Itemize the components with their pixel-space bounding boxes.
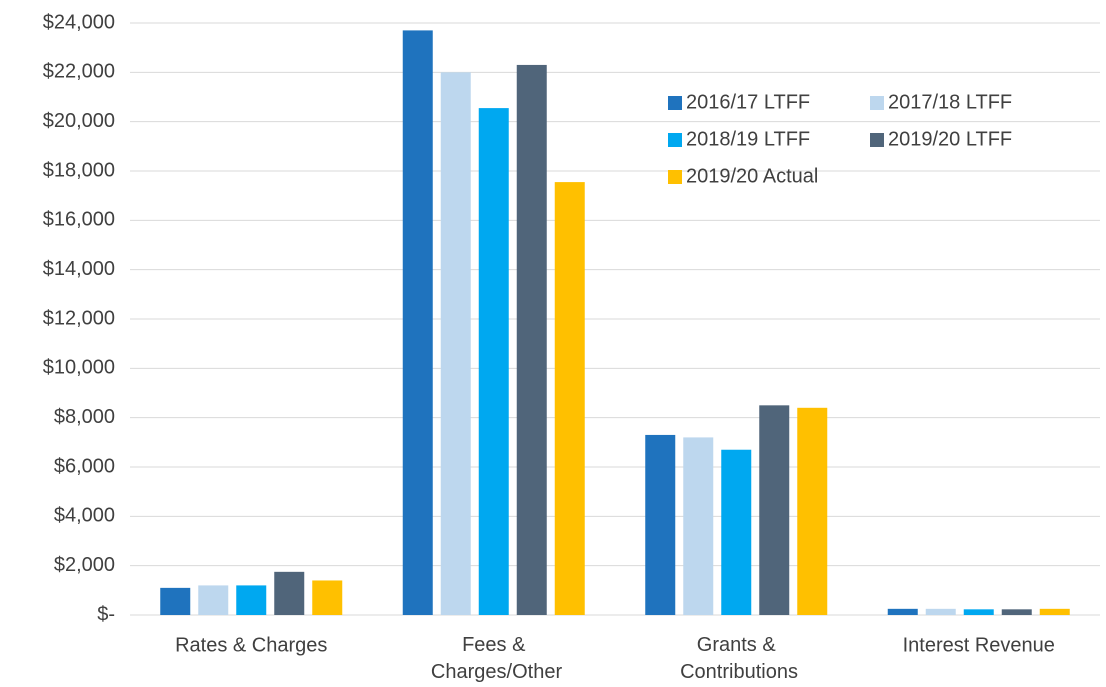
y-tick-label: $- <box>97 603 115 625</box>
x-tick-label: Fees & Charges/Other <box>425 634 562 683</box>
bar <box>887 608 918 615</box>
y-tick-label: $24,000 <box>43 11 115 33</box>
y-tick-label: $10,000 <box>43 357 115 379</box>
x-tick-label: Rates & Charges <box>175 634 327 656</box>
x-tick-label: Grants & Contributions <box>675 634 798 683</box>
bar <box>236 585 267 615</box>
bar <box>963 609 994 615</box>
bar <box>312 580 343 615</box>
bar <box>721 449 752 615</box>
y-tick-label: $4,000 <box>54 505 115 527</box>
bar <box>160 587 191 615</box>
y-tick-label: $20,000 <box>43 110 115 132</box>
bar <box>1001 609 1032 615</box>
legend-swatch <box>668 96 682 110</box>
legend-swatch <box>870 133 884 147</box>
bar <box>683 437 714 615</box>
y-tick-label: $6,000 <box>54 455 115 477</box>
bar <box>402 30 433 615</box>
legend-label: 2017/18 LTFF <box>888 91 1012 113</box>
legend-label: 2019/20 Actual <box>686 165 818 187</box>
bar <box>478 108 509 615</box>
legend-swatch <box>668 170 682 184</box>
bar <box>516 64 547 615</box>
legend-label: 2016/17 LTFF <box>686 91 810 113</box>
y-tick-label: $8,000 <box>54 406 115 428</box>
bar <box>645 434 676 615</box>
bar <box>797 407 828 615</box>
y-tick-label: $16,000 <box>43 209 115 231</box>
legend-label: 2018/19 LTFF <box>686 128 810 150</box>
y-tick-label: $2,000 <box>54 554 115 576</box>
y-tick-label: $12,000 <box>43 307 115 329</box>
bar <box>554 182 585 615</box>
y-tick-label: $14,000 <box>43 258 115 280</box>
legend-label: 2019/20 LTFF <box>888 128 1012 150</box>
bar <box>274 571 305 615</box>
legend-swatch <box>870 96 884 110</box>
bar <box>1039 608 1070 615</box>
y-tick-label: $22,000 <box>43 61 115 83</box>
bar <box>925 608 956 615</box>
x-tick-label: Interest Revenue <box>903 634 1055 656</box>
y-tick-label: $18,000 <box>43 159 115 181</box>
bar <box>198 585 229 615</box>
legend-swatch <box>668 133 682 147</box>
bar <box>440 72 471 616</box>
bar <box>759 405 790 615</box>
